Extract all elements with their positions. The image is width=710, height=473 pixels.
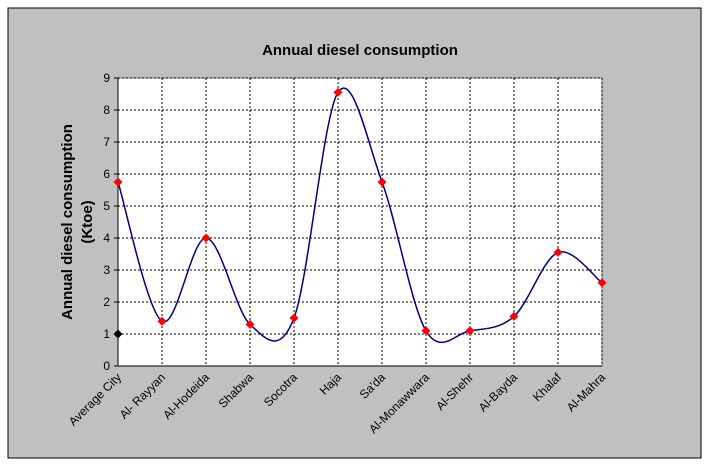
data-marker [421, 326, 431, 336]
y-tick-label: 1 [103, 327, 110, 341]
y-tick-label: 2 [103, 295, 110, 309]
data-marker [157, 316, 167, 326]
y-tick-label: 7 [103, 135, 110, 149]
data-marker [289, 313, 299, 323]
y-axis-title: Annual diesel consumption [59, 124, 76, 320]
y-tick-label: 0 [103, 359, 110, 373]
data-marker [553, 247, 563, 257]
data-marker [333, 87, 343, 97]
data-marker [465, 326, 475, 336]
y-tick-label: 5 [103, 199, 110, 213]
y-axis-title: (Ktoe) [79, 200, 96, 243]
y-tick-label: 6 [103, 167, 110, 181]
data-marker [509, 311, 519, 321]
y-tick-label: 4 [103, 231, 110, 245]
y-tick-label: 9 [103, 71, 110, 85]
data-marker [113, 177, 123, 187]
chart-title: Annual diesel consumption [262, 42, 458, 59]
data-marker [201, 233, 211, 243]
data-marker [245, 319, 255, 329]
y-tick-label: 8 [103, 103, 110, 117]
y-tick-label: 3 [103, 263, 110, 277]
data-marker [377, 177, 387, 187]
plot-area [117, 77, 603, 367]
data-marker [597, 278, 607, 288]
data-marker [113, 329, 123, 339]
